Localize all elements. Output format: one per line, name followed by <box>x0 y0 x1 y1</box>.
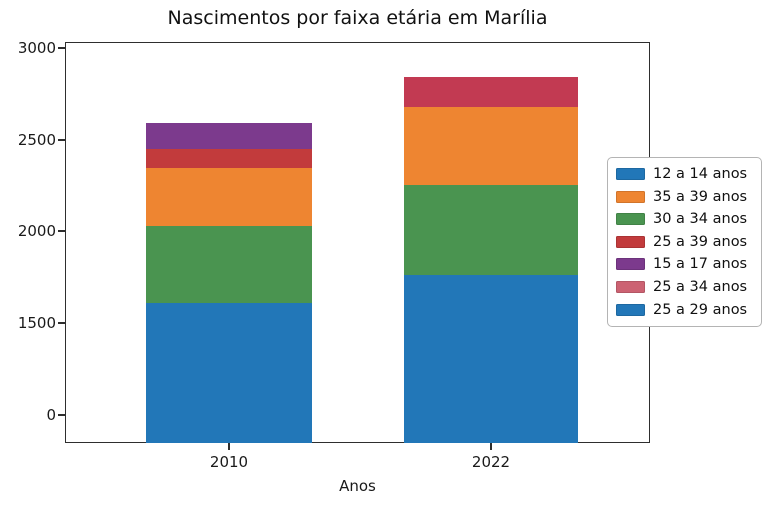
legend-label: 30 a 34 anos <box>653 211 748 228</box>
x-tick-label-2010: 2010 <box>209 453 249 471</box>
legend-label: 35 a 39 anos <box>653 188 748 205</box>
chart-title: Nascimentos por faixa etária em Marília <box>167 7 548 29</box>
legend-swatch-icon <box>616 168 645 180</box>
y-tick-mark <box>58 414 65 416</box>
legend-swatch-icon <box>616 235 645 248</box>
bar-segment-2010-35-a-39-anos <box>146 168 312 226</box>
legend-label: 25 a 39 anos <box>653 233 748 250</box>
x-tick-label-2022: 2022 <box>471 453 511 471</box>
bar-segment-2022-30-a-34-anos <box>404 184 578 276</box>
legend-label: 15 a 17 anos <box>653 256 748 273</box>
y-tick-label-3000: 3000 <box>17 39 56 57</box>
bar-segment-2022-25-a-34-anos <box>404 77 578 107</box>
y-tick-mark <box>58 322 65 324</box>
legend: 12 a 14 anos 35 a 39 anos 30 a 34 anos 25 a… <box>607 157 762 327</box>
legend-swatch-icon <box>616 190 645 203</box>
legend-swatch-icon <box>616 258 645 271</box>
legend-swatch-icon <box>616 303 645 316</box>
y-tick-mark <box>58 230 65 232</box>
x-tick-mark <box>490 443 492 450</box>
y-tick-label-2000: 2000 <box>17 222 56 240</box>
bar-segment-2022-25-a-29-anos <box>404 275 578 443</box>
legend-label: 25 a 34 anos <box>653 278 748 295</box>
legend-label: 12 a 14 anos <box>653 166 748 182</box>
legend-item-15-a-17-anos: 15 a 17 anos <box>616 255 753 273</box>
legend-label: 25 a 29 anos <box>653 301 748 318</box>
legend-item-35-a-39-anos: 35 a 39 anos <box>616 188 753 206</box>
y-tick-mark <box>58 47 65 49</box>
x-tick-mark <box>228 443 230 450</box>
bar-segment-2010-25-a-39-anos <box>146 148 312 169</box>
bar-segment-2010-12-a-14-anos <box>146 302 312 443</box>
y-tick-label-2500: 2500 <box>17 131 56 149</box>
x-axis-label: Anos <box>339 477 376 495</box>
legend-swatch-icon <box>616 213 645 226</box>
bar-segment-2022-35-a-39-anos <box>404 106 578 185</box>
legend-swatch-icon <box>616 280 645 293</box>
legend-item-25-a-34-anos: 25 a 34 anos <box>616 278 753 296</box>
legend-item-25-a-29-anos: 25 a 29 anos <box>616 301 753 319</box>
legend-item-25-a-39-anos: 25 a 39 anos <box>616 233 753 251</box>
bar-segment-2010-15-a-17-anos <box>146 123 312 149</box>
y-tick-mark <box>58 139 65 141</box>
y-tick-label-0: 0 <box>46 406 56 424</box>
bar-segment-2010-30-a-34-anos <box>146 225 312 303</box>
legend-item-12-a-14-anos: 12 a 14 anos <box>616 165 753 183</box>
legend-item-30-a-34-anos: 30 a 34 anos <box>616 210 753 228</box>
y-tick-label-1500: 1500 <box>17 314 56 332</box>
